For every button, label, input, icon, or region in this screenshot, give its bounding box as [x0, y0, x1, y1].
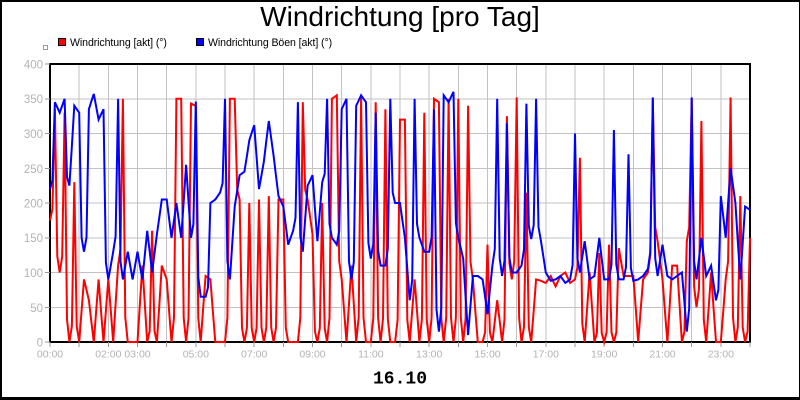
svg-text:09:00: 09:00 [299, 349, 325, 361]
svg-text:200: 200 [24, 199, 43, 211]
svg-text:19:00: 19:00 [591, 349, 617, 361]
svg-text:07:00: 07:00 [241, 349, 267, 361]
svg-text:17:00: 17:00 [533, 349, 559, 361]
svg-text:02:00: 02:00 [95, 349, 121, 361]
svg-text:05:00: 05:00 [183, 349, 209, 361]
svg-text:300: 300 [24, 129, 43, 141]
svg-text:350: 350 [24, 94, 43, 106]
svg-text:11:00: 11:00 [358, 349, 384, 361]
svg-text:00:00: 00:00 [37, 349, 63, 361]
svg-text:250: 250 [24, 164, 43, 176]
svg-text:23:00: 23:00 [708, 349, 734, 361]
svg-text:100: 100 [24, 268, 43, 280]
svg-text:50: 50 [30, 303, 43, 315]
svg-text:13:00: 13:00 [416, 349, 442, 361]
svg-text:400: 400 [24, 60, 43, 72]
svg-text:03:00: 03:00 [124, 349, 150, 361]
svg-text:150: 150 [24, 233, 43, 245]
svg-text:16.10: 16.10 [373, 370, 427, 390]
svg-text:0: 0 [37, 338, 43, 350]
svg-text:21:00: 21:00 [649, 349, 675, 361]
svg-text:15:00: 15:00 [474, 349, 500, 361]
